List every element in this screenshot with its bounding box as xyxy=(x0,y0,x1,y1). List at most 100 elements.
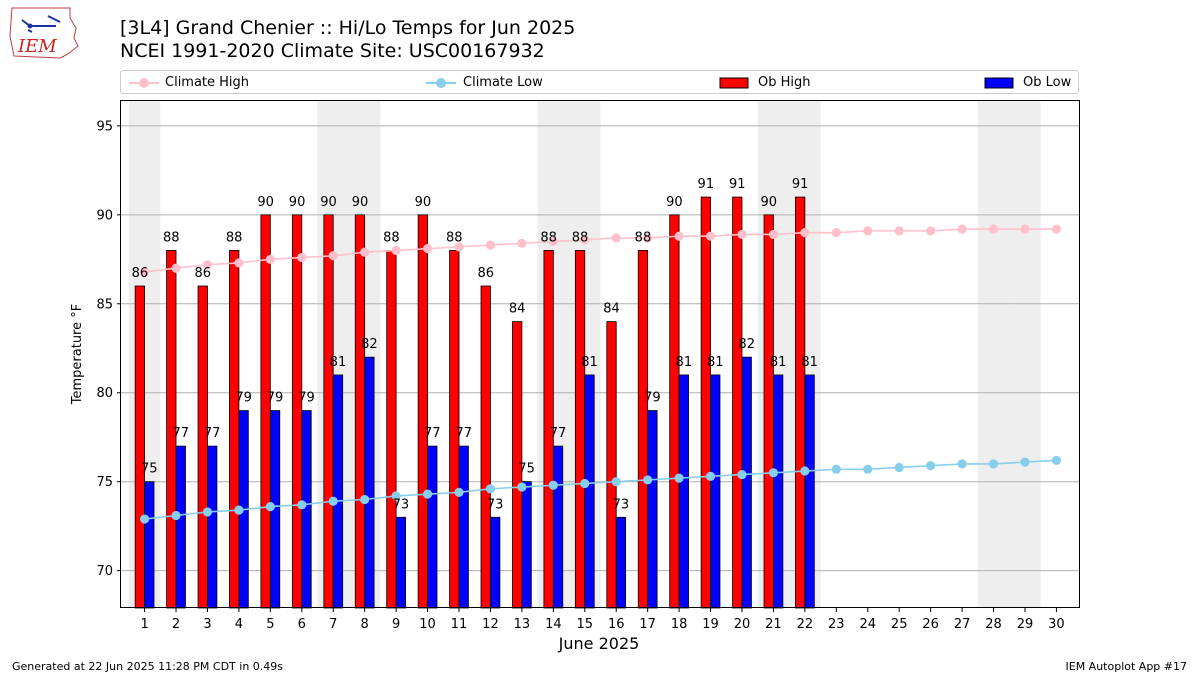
label-ob-high-20: 91 xyxy=(729,177,746,192)
point-climate-low-11 xyxy=(454,487,464,497)
bar-ob-low-19 xyxy=(710,374,721,609)
temperature-chart: 8675887786778879907990799081908288739077… xyxy=(70,100,1080,653)
point-climate-low-3 xyxy=(202,507,213,517)
footer-app: IEM Autoplot App #17 xyxy=(1065,660,1188,673)
point-climate-low-5 xyxy=(265,502,275,512)
label-ob-low-3: 77 xyxy=(204,426,221,441)
point-climate-low-13 xyxy=(517,482,527,492)
point-climate-high-20 xyxy=(737,229,747,240)
y-tick-label-80: 80 xyxy=(96,386,113,401)
bar-ob-high-10 xyxy=(417,214,428,609)
label-ob-low-19: 81 xyxy=(707,355,724,370)
point-climate-low-27 xyxy=(957,459,967,469)
bar-ob-high-21 xyxy=(763,214,774,609)
bar-ob-low-14 xyxy=(552,445,564,609)
x-tick-label-14: 14 xyxy=(545,617,562,632)
legend-ob-high: Ob High xyxy=(719,74,811,92)
point-climate-high-28 xyxy=(988,224,999,234)
x-tick-label-27: 27 xyxy=(954,617,971,632)
x-tick-label-12: 12 xyxy=(482,617,499,632)
label-ob-low-18: 81 xyxy=(676,355,693,370)
bar-ob-high-18 xyxy=(669,214,680,609)
point-climate-high-11 xyxy=(454,242,464,252)
label-ob-low-22: 81 xyxy=(801,355,818,370)
bar-ob-high-4 xyxy=(229,250,240,609)
point-climate-high-9 xyxy=(391,245,401,256)
label-ob-low-4: 79 xyxy=(235,391,252,406)
label-ob-high-6: 90 xyxy=(289,195,306,210)
label-ob-low-21: 81 xyxy=(770,355,787,370)
point-climate-high-5 xyxy=(265,254,275,264)
point-climate-high-8 xyxy=(360,247,370,257)
y-tick-label-75: 75 xyxy=(96,475,113,490)
y-tick-label-85: 85 xyxy=(96,297,113,312)
label-ob-low-16: 73 xyxy=(613,497,630,512)
point-climate-low-4 xyxy=(234,505,244,515)
point-climate-high-12 xyxy=(485,240,496,250)
bar-ob-low-18 xyxy=(678,374,689,609)
label-ob-low-12: 73 xyxy=(487,497,504,512)
weekend-shade-29 xyxy=(1009,101,1041,608)
label-ob-low-2: 77 xyxy=(172,426,189,441)
point-climate-low-21 xyxy=(768,468,779,478)
bar-ob-high-3 xyxy=(197,285,208,609)
x-tick-label-6: 6 xyxy=(298,617,306,632)
line-climate-low xyxy=(144,459,1057,520)
point-climate-low-20 xyxy=(737,469,747,480)
bar-ob-low-3 xyxy=(207,445,218,609)
x-tick-label-5: 5 xyxy=(266,617,274,632)
plot-frame xyxy=(120,100,1080,608)
point-climate-low-14 xyxy=(548,480,558,490)
x-tick-label-15: 15 xyxy=(577,617,594,632)
label-ob-low-1: 75 xyxy=(141,462,158,477)
label-ob-high-12: 86 xyxy=(477,266,494,281)
point-climate-low-10 xyxy=(422,489,433,499)
label-ob-low-14: 77 xyxy=(550,426,567,441)
x-tick-label-21: 21 xyxy=(765,617,782,632)
x-tick-label-24: 24 xyxy=(859,617,876,632)
x-tick-label-11: 11 xyxy=(451,617,468,632)
legend: Climate High Climate Low Ob High Ob Low xyxy=(120,70,1079,94)
label-ob-high-2: 88 xyxy=(163,230,180,245)
legend-climate-high: Climate High xyxy=(127,74,249,92)
point-climate-high-30 xyxy=(1051,224,1062,234)
label-ob-high-21: 90 xyxy=(760,195,777,210)
point-climate-low-29 xyxy=(1020,457,1030,467)
x-tick-label-18: 18 xyxy=(671,617,688,632)
point-climate-low-25 xyxy=(894,462,904,473)
label-ob-low-5: 79 xyxy=(267,391,284,406)
x-tick-label-26: 26 xyxy=(922,617,939,632)
bar-ob-low-13 xyxy=(521,481,532,609)
point-climate-high-25 xyxy=(894,226,904,236)
bar-ob-high-17 xyxy=(637,250,649,609)
point-climate-high-29 xyxy=(1020,224,1030,234)
point-climate-low-30 xyxy=(1051,455,1062,465)
point-climate-high-13 xyxy=(517,238,527,248)
label-ob-high-8: 90 xyxy=(352,195,369,210)
point-climate-high-23 xyxy=(831,228,841,238)
point-climate-low-24 xyxy=(863,464,873,474)
label-ob-low-7: 81 xyxy=(330,355,347,370)
bars xyxy=(134,196,815,609)
bar-ob-low-22 xyxy=(804,374,815,609)
x-tick-label-8: 8 xyxy=(361,617,369,632)
x-tick-label-4: 4 xyxy=(235,617,243,632)
label-ob-low-20: 82 xyxy=(738,337,755,352)
point-climate-low-9 xyxy=(391,491,401,501)
bar-ob-low-10 xyxy=(427,445,438,609)
point-climate-high-16 xyxy=(611,233,621,243)
point-climate-low-26 xyxy=(926,461,936,471)
point-climate-high-2 xyxy=(171,263,181,273)
chart-subtitle: NCEI 1991-2020 Climate Site: USC00167932 xyxy=(120,40,545,62)
point-climate-low-15 xyxy=(580,478,590,489)
x-tick-label-29: 29 xyxy=(1017,617,1034,632)
bar-ob-high-1 xyxy=(134,285,145,609)
label-ob-high-7: 90 xyxy=(320,195,337,210)
y-tick-label-95: 95 xyxy=(96,119,113,134)
label-ob-low-11: 77 xyxy=(455,426,472,441)
point-climate-high-27 xyxy=(957,224,967,234)
label-ob-high-18: 90 xyxy=(666,195,683,210)
label-ob-low-17: 79 xyxy=(644,391,661,406)
point-climate-high-24 xyxy=(863,226,873,236)
